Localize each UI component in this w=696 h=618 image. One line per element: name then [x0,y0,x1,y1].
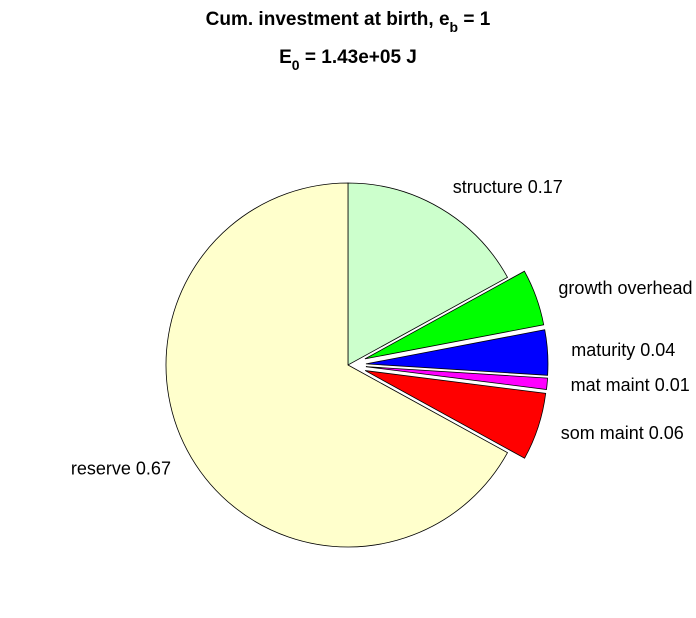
pie-slice [365,329,549,376]
slice-name: maturity [571,340,635,360]
pie-slice [364,270,545,360]
slice-name: reserve [71,458,131,478]
slice-label: reserve 0.67 [71,458,171,478]
slice-value: 0.04 [640,340,675,360]
slice-name: som maint [561,423,644,443]
slice-label: maturity 0.04 [571,340,675,360]
slice-name: mat maint [571,375,650,395]
slice-value: 0.01 [655,375,690,395]
slice-label: mat maint 0.01 [571,375,690,395]
slice-value: 0.67 [136,458,171,478]
pie-slice [365,366,548,390]
title-text: = 1 [458,9,491,30]
slice-name: structure [453,177,523,197]
slice-label: structure 0.17 [453,177,563,197]
chart-title: Cum. investment at birth, eb = 1 [206,9,491,35]
slice-value: 0.06 [649,423,684,443]
pie-slice [165,182,509,548]
chart-subtitle: E0 = 1.43e+05 J [279,47,417,73]
slice-label: growth overhead 0.05 [558,278,696,298]
subtitle-text: = 1.43e+05 J [300,47,417,68]
subtitle-subscript: 0 [292,57,300,73]
slice-value: 0.17 [528,177,563,197]
title-text: Cum. investment at birth, e [206,9,450,30]
title-subscript: b [450,19,459,35]
pie-slice [347,182,509,366]
pie-slice [364,370,547,459]
slice-label: som maint 0.06 [561,423,684,443]
slice-name: growth overhead [558,278,692,298]
subtitle-text: E [279,47,292,68]
